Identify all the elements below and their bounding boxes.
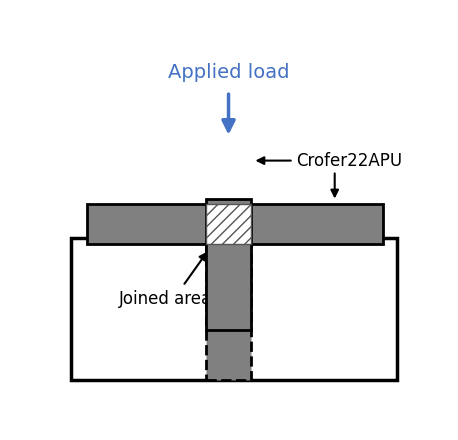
- Bar: [206, 199, 251, 330]
- Text: Applied load: Applied load: [168, 62, 289, 81]
- Bar: [206, 238, 251, 380]
- Text: Crofer22APU: Crofer22APU: [296, 152, 402, 169]
- Bar: [87, 204, 383, 244]
- Bar: [71, 238, 397, 380]
- Text: Joined area: Joined area: [119, 290, 213, 308]
- Bar: [206, 204, 251, 244]
